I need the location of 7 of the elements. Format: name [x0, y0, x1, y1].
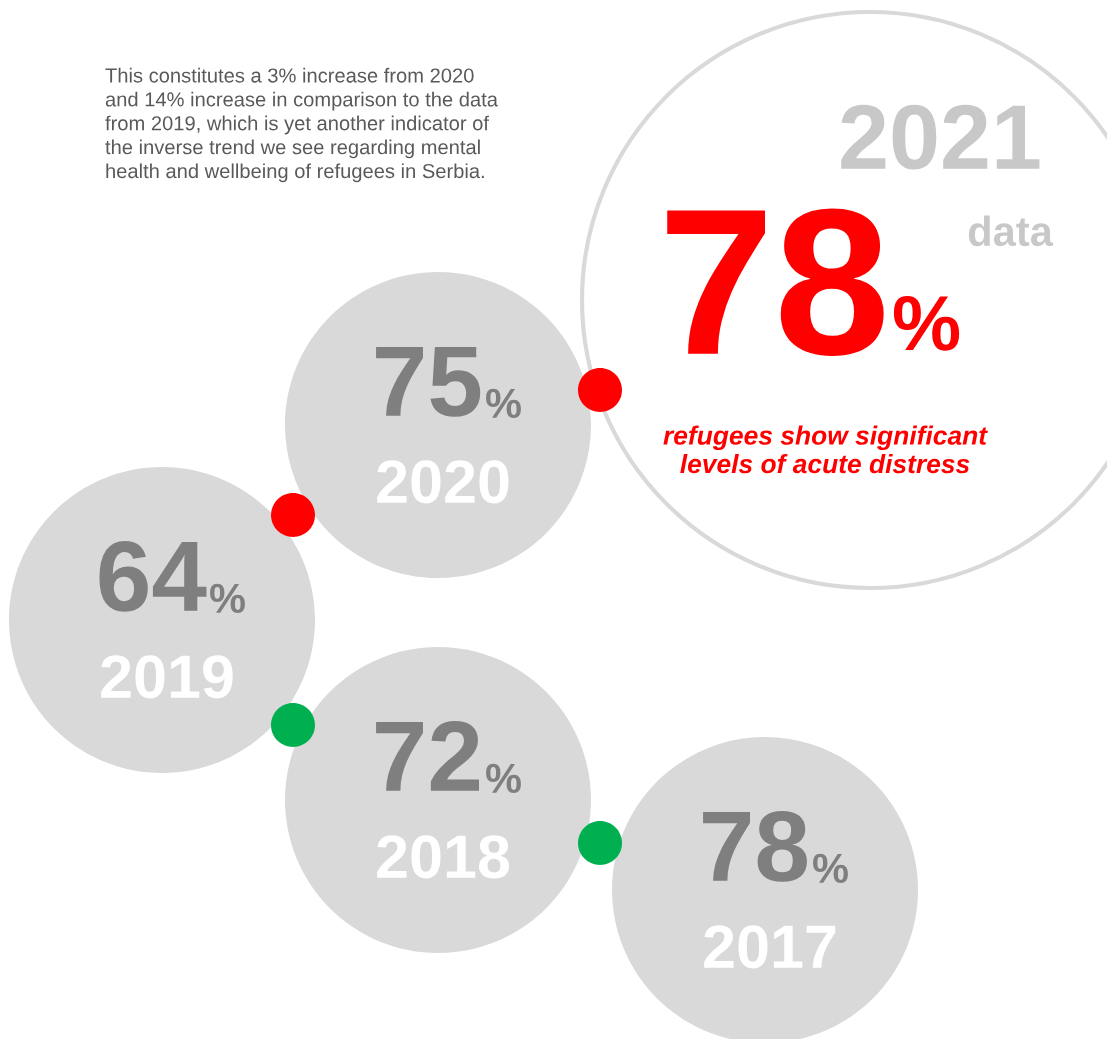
data-label: 78% — [667, 208, 960, 356]
data-label: 78% — [703, 811, 848, 884]
data-label: 75% — [376, 347, 521, 419]
data-label: 64% — [99, 541, 245, 614]
text: refugees show significant levels of acute distress — [663, 425, 988, 474]
text: This constitutes a 3% increase from 2020 and 14% increase in comparison to the data from 2019, which is yet another indicator of the inverse trend we see regarding mental health and wellbeing of refugees in Serbia. — [105, 67, 498, 183]
data-label: 72% — [376, 721, 521, 794]
